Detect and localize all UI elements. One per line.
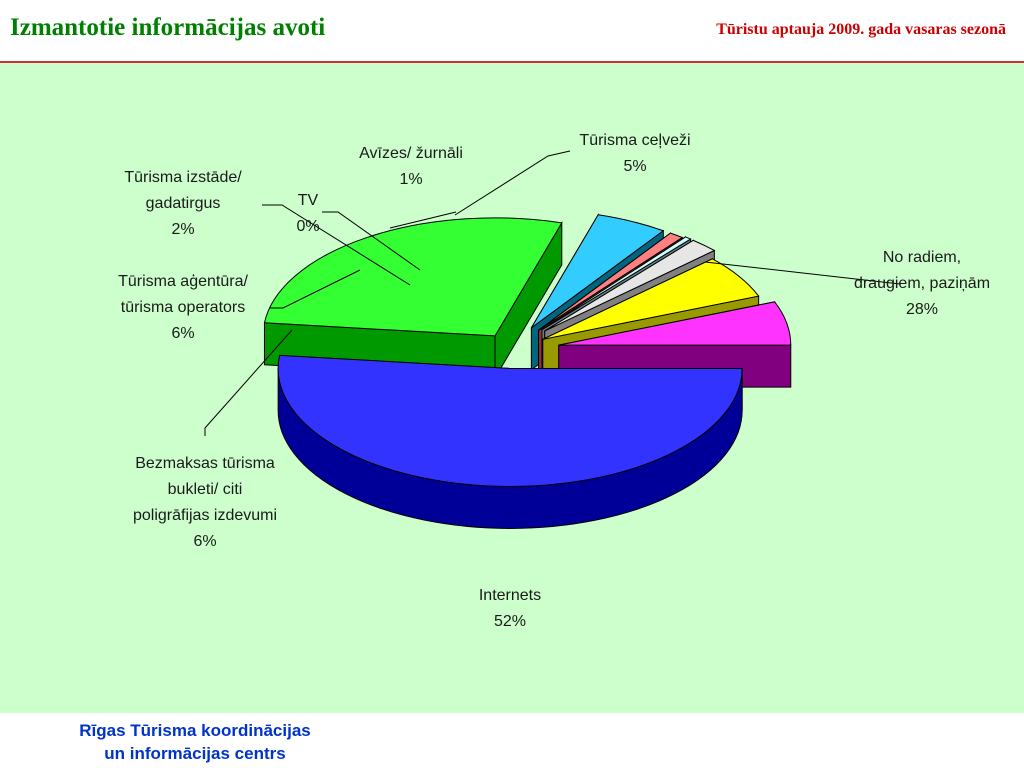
leader-line [262, 204, 411, 286]
slice-label: Tūrisma izstāde/gadatirgus 2% [124, 169, 242, 238]
pie-slice [277, 354, 743, 529]
leader-line [204, 329, 293, 436]
slice-label: Tūrisma aģentūra/tūrisma operators 6% [118, 272, 248, 342]
footer-org-line-1: Rīgas Tūrisma koordinācijas [79, 721, 311, 740]
header-divider [0, 61, 1024, 63]
leader-line [270, 269, 361, 309]
chart-area: Internets 52% No radiem, draugiem, paziņām 2… [0, 63, 1024, 713]
slide-title: Izmantotie informācijas avoti [10, 14, 326, 41]
leader-line [704, 261, 901, 285]
slide-subtitle: Tūristu aptauja 2009. gada vasaras sezon… [716, 21, 1006, 38]
slice-label: TV 0% [296, 192, 319, 235]
pie-slice [263, 217, 563, 380]
slice-label: No radiem, draugiem, paziņām 28% [854, 249, 990, 318]
slice-label: Avīzes/ žurnāli 1% [359, 145, 463, 188]
slice-label: Bezmaksas tūrisma bukleti/ citi poligrāfij… [133, 455, 277, 550]
leader-line [389, 211, 457, 229]
slice-label: Tūrisma ceļveži 5% [579, 132, 690, 175]
leader-line [322, 211, 421, 271]
slide-footer: Rīgas Tūrisma koordinācijas un informāci… [0, 713, 1024, 768]
pie-chart: Internets 52% No radiem, draugiem, paziņām 2… [118, 132, 990, 630]
leader-line [454, 150, 571, 216]
slice-label: Internets 52% [479, 587, 541, 630]
footer-org-line-2: un informācijas centrs [104, 744, 286, 763]
slide-header: Izmantotie informācijas avoti Tūristu ap… [0, 0, 1024, 60]
